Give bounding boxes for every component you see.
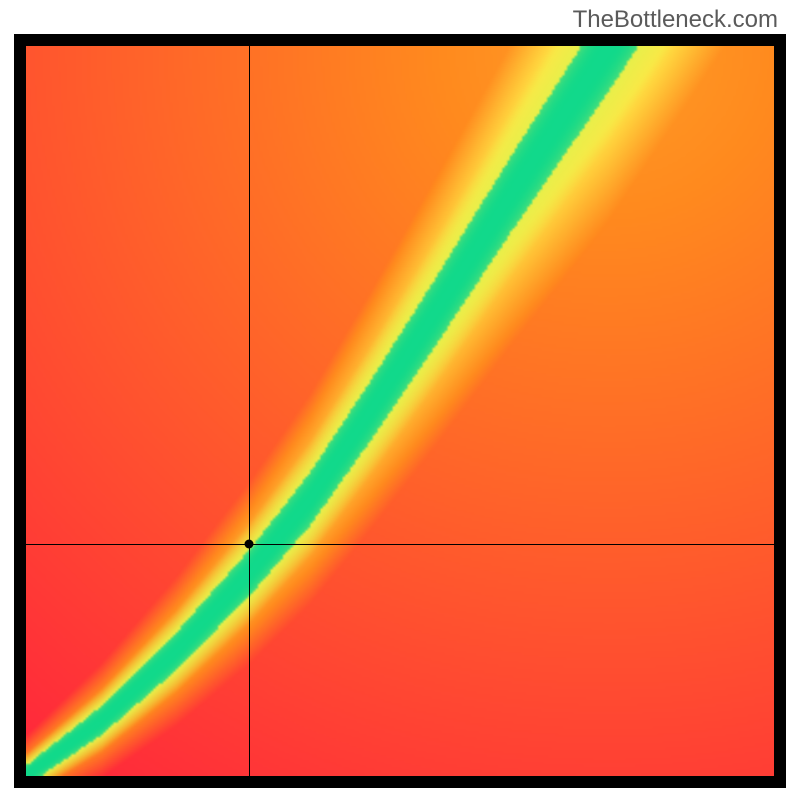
crosshair-horizontal [26,544,774,545]
plot-area [26,46,774,776]
marker-dot [244,539,253,548]
crosshair-vertical [249,46,250,776]
plot-outer-frame [14,34,786,788]
heatmap-canvas [26,46,774,776]
watermark-text: TheBottleneck.com [573,6,778,34]
